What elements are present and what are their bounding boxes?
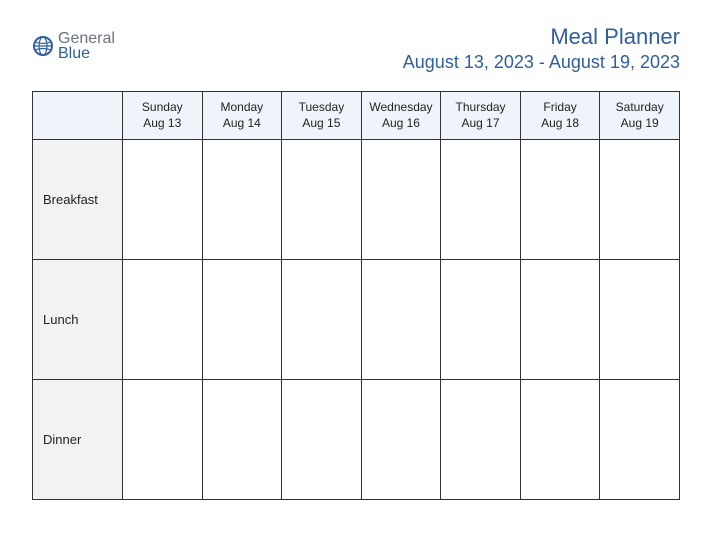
title-block: Meal Planner August 13, 2023 - August 19… (403, 24, 680, 73)
meal-cell[interactable] (202, 380, 282, 500)
day-header: TuesdayAug 15 (282, 92, 362, 140)
header-row: SundayAug 13 MondayAug 14 TuesdayAug 15 … (33, 92, 680, 140)
meal-cell[interactable] (123, 260, 203, 380)
meal-cell[interactable] (123, 140, 203, 260)
meal-cell[interactable] (123, 380, 203, 500)
logo-text-blue: Blue (58, 46, 115, 62)
date-range: August 13, 2023 - August 19, 2023 (403, 52, 680, 73)
table-row: Breakfast (33, 140, 680, 260)
meal-cell[interactable] (520, 140, 600, 260)
meal-cell[interactable] (600, 140, 680, 260)
day-header: ThursdayAug 17 (441, 92, 521, 140)
meal-cell[interactable] (600, 380, 680, 500)
meal-planner-table: SundayAug 13 MondayAug 14 TuesdayAug 15 … (32, 91, 680, 500)
day-header: SaturdayAug 19 (600, 92, 680, 140)
meal-cell[interactable] (202, 260, 282, 380)
meal-cell[interactable] (441, 260, 521, 380)
table-row: Dinner (33, 380, 680, 500)
meal-label: Dinner (33, 380, 123, 500)
day-header: MondayAug 14 (202, 92, 282, 140)
meal-cell[interactable] (282, 380, 362, 500)
meal-label: Breakfast (33, 140, 123, 260)
logo-text: General Blue (58, 30, 115, 62)
globe-icon (32, 35, 54, 57)
page-title: Meal Planner (403, 24, 680, 50)
meal-cell[interactable] (282, 260, 362, 380)
corner-cell (33, 92, 123, 140)
table-row: Lunch (33, 260, 680, 380)
meal-cell[interactable] (520, 380, 600, 500)
day-header: FridayAug 18 (520, 92, 600, 140)
meal-cell[interactable] (441, 380, 521, 500)
meal-cell[interactable] (202, 140, 282, 260)
header: General Blue Meal Planner August 13, 202… (32, 24, 680, 73)
meal-cell[interactable] (520, 260, 600, 380)
logo: General Blue (32, 24, 115, 62)
day-header: WednesdayAug 16 (361, 92, 441, 140)
meal-cell[interactable] (361, 380, 441, 500)
meal-cell[interactable] (361, 260, 441, 380)
meal-cell[interactable] (361, 140, 441, 260)
meal-cell[interactable] (600, 260, 680, 380)
day-header: SundayAug 13 (123, 92, 203, 140)
meal-cell[interactable] (441, 140, 521, 260)
meal-cell[interactable] (282, 140, 362, 260)
meal-label: Lunch (33, 260, 123, 380)
